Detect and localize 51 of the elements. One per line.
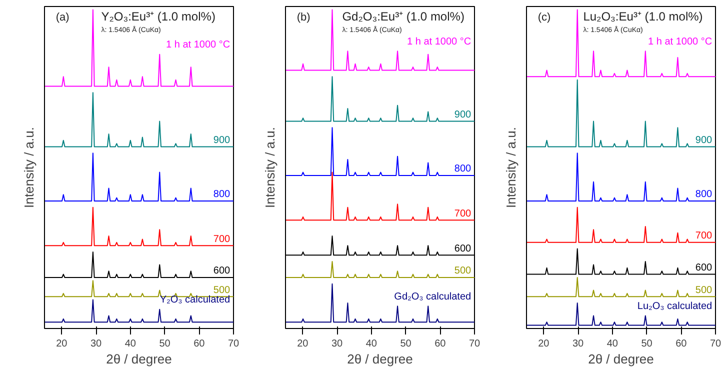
x-tick-label: 50 (159, 338, 171, 350)
series-label: 700 (695, 230, 712, 242)
series-label: 1 h at 1000 °C (166, 39, 230, 50)
series-label: 1 h at 1000 °C (407, 36, 472, 48)
annotation: (a) (56, 11, 70, 24)
x-tick-label: 30 (331, 338, 344, 350)
x-tick-label: 40 (606, 338, 618, 350)
y-axis-title: Intensity / a.u. (22, 127, 36, 208)
x-tick-label: 60 (194, 338, 206, 350)
series-label: 600 (454, 243, 472, 254)
x-tick-label: 60 (434, 338, 446, 350)
series-label: 1 h at 1000 °C (648, 36, 712, 48)
series-label: 600 (213, 266, 230, 277)
y-axis-title: Intensity / a.u. (262, 127, 278, 208)
chart-title: Lu₂O₃:Eu³⁺ (1.0 mol%) (583, 10, 703, 24)
series-label: 800 (454, 164, 472, 175)
series-label: 900 (213, 134, 230, 146)
annotation: (c) (538, 11, 551, 24)
x-tick-label: 40 (124, 338, 136, 350)
series-label: 800 (695, 189, 712, 200)
x-axis-title: 2θ / degree (106, 352, 172, 366)
x-tick-label: 70 (468, 338, 480, 350)
y-axis-title: Intensity / a.u. (504, 127, 518, 208)
chart-title: Gd₂O₃:Eu³⁺ (1.0 mol%) (342, 10, 464, 24)
series-label: 800 (213, 189, 230, 200)
x-axis-title: 2θ / degree (588, 352, 654, 366)
series-label: 900 (695, 134, 712, 146)
series-label: 500 (213, 284, 230, 296)
series-label: Gd₂O₃ calculated (394, 291, 472, 302)
x-tick-label: 20 (538, 338, 550, 350)
x-tick-label: 50 (641, 338, 653, 350)
series-label: 900 (454, 109, 472, 120)
annotation: (b) (296, 11, 310, 24)
x-tick-label: 70 (710, 338, 722, 350)
x-tick-label: 20 (56, 338, 68, 350)
x-axis-title: 2θ / degree (347, 352, 413, 366)
x-tick-label: 20 (297, 338, 309, 350)
series-label: 600 (695, 262, 712, 274)
series-label: 700 (213, 234, 230, 245)
x-tick-label: 30 (572, 338, 584, 350)
x-tick-label: 30 (90, 338, 102, 350)
series-label: Y₂O₃ calculated (160, 294, 230, 306)
series-label: 500 (695, 284, 712, 296)
x-tick-label: 70 (228, 338, 240, 350)
chart-title: Y₂O₃:Eu³⁺ (1.0 mol%) (101, 10, 216, 24)
x-tick-label: 40 (366, 338, 378, 350)
series-label: Lu₂O₃ calculated (637, 300, 712, 312)
x-tick-label: 60 (676, 338, 688, 350)
series-label: 500 (454, 266, 472, 277)
series-label: 700 (454, 208, 472, 220)
x-tick-label: 50 (400, 338, 412, 350)
